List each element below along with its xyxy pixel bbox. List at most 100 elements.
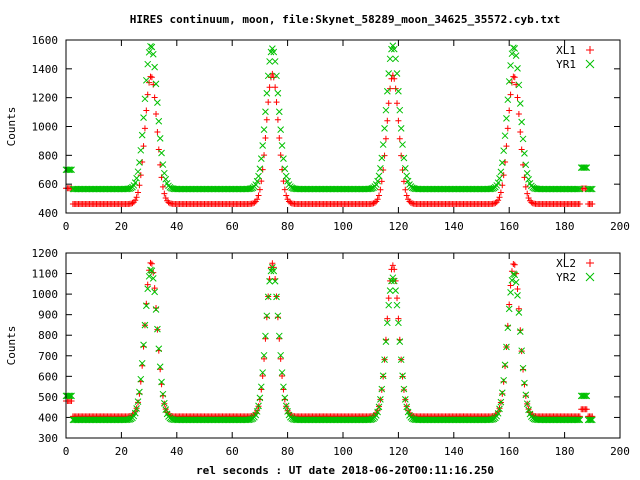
- data-point: [66, 392, 74, 400]
- data-point: [588, 416, 596, 424]
- data-point: [573, 185, 581, 193]
- data-point: [259, 369, 267, 376]
- y-tick-label: 800: [38, 329, 58, 342]
- data-point: [282, 402, 290, 410]
- data-point: [379, 141, 387, 148]
- data-point: [496, 405, 503, 413]
- data-point: [395, 87, 402, 95]
- data-point: [391, 266, 398, 273]
- data-point: [486, 416, 494, 424]
- data-point: [385, 70, 393, 77]
- data-point: [399, 141, 406, 148]
- data-point: [575, 416, 582, 424]
- data-point: [496, 194, 503, 201]
- data-point: [505, 305, 513, 313]
- data-point: [400, 386, 407, 393]
- data-point: [507, 62, 514, 69]
- data-point: [496, 174, 503, 182]
- data-point: [374, 408, 381, 416]
- data-point: [372, 411, 380, 419]
- data-point: [506, 107, 513, 114]
- data-point: [136, 159, 143, 166]
- data-point: [512, 52, 520, 59]
- data-point: [269, 264, 276, 271]
- data-point: [158, 378, 165, 386]
- data-point: [586, 185, 593, 193]
- data-point: [135, 399, 142, 406]
- data-point: [263, 312, 271, 320]
- x-tick-label: 180: [555, 445, 575, 458]
- data-point: [147, 259, 154, 266]
- data-point: [165, 199, 172, 206]
- data-point: [269, 260, 276, 267]
- data-point: [575, 185, 582, 193]
- data-point: [275, 108, 283, 116]
- data-point: [251, 199, 258, 206]
- data-point: [142, 76, 150, 84]
- data-point: [141, 95, 149, 103]
- data-point: [257, 383, 265, 391]
- data-point: [516, 100, 524, 107]
- data-point: [257, 155, 265, 162]
- data-point: [154, 325, 161, 333]
- data-point: [495, 197, 502, 204]
- data-point: [498, 159, 506, 167]
- data-point: [266, 84, 273, 91]
- data-point: [265, 99, 272, 106]
- data-point: [385, 100, 392, 107]
- data-point: [270, 48, 278, 56]
- data-point: [375, 172, 383, 180]
- data-point: [383, 87, 391, 95]
- data-point: [159, 183, 166, 190]
- data-point: [254, 196, 261, 203]
- data-point: [277, 351, 285, 359]
- data-point: [140, 341, 147, 349]
- data-point: [388, 277, 395, 285]
- data-point: [389, 42, 397, 50]
- data-point: [515, 81, 523, 89]
- data-point: [510, 44, 517, 52]
- data-point: [378, 386, 385, 393]
- data-point: [486, 185, 494, 193]
- data-point: [515, 111, 522, 118]
- y-tick-label: 1400: [32, 63, 59, 76]
- data-point: [400, 178, 407, 185]
- data-point: [403, 403, 411, 411]
- data-point: [68, 392, 75, 400]
- data-point: [144, 60, 152, 68]
- data-point: [507, 282, 514, 289]
- data-point: [580, 392, 588, 400]
- data-point: [377, 395, 384, 403]
- data-point: [400, 154, 408, 162]
- data-point: [494, 179, 502, 187]
- x-tick-label: 100: [333, 220, 353, 233]
- data-point: [402, 186, 409, 193]
- data-point: [508, 50, 516, 58]
- data-point: [490, 200, 497, 207]
- x-tick-label: 80: [281, 445, 294, 458]
- data-point: [518, 347, 526, 355]
- data-point: [582, 392, 589, 400]
- data-point: [155, 146, 162, 153]
- data-point: [390, 45, 398, 53]
- data-point: [274, 89, 282, 97]
- data-point: [399, 373, 406, 380]
- x-tick-label: 140: [444, 220, 464, 233]
- x-tick-label: 120: [388, 445, 408, 458]
- data-point: [136, 388, 143, 396]
- data-point: [277, 355, 284, 362]
- data-point: [123, 185, 131, 193]
- data-point: [514, 292, 521, 299]
- data-point: [135, 189, 142, 196]
- legend-label: XL1: [556, 44, 576, 57]
- data-point: [523, 400, 531, 408]
- data-point: [133, 405, 140, 412]
- data-point: [279, 372, 286, 379]
- data-point: [134, 398, 142, 406]
- data-point: [259, 142, 267, 149]
- legend-marker: [585, 272, 595, 282]
- data-point: [378, 154, 386, 162]
- data-point: [510, 260, 517, 267]
- data-point: [262, 135, 269, 142]
